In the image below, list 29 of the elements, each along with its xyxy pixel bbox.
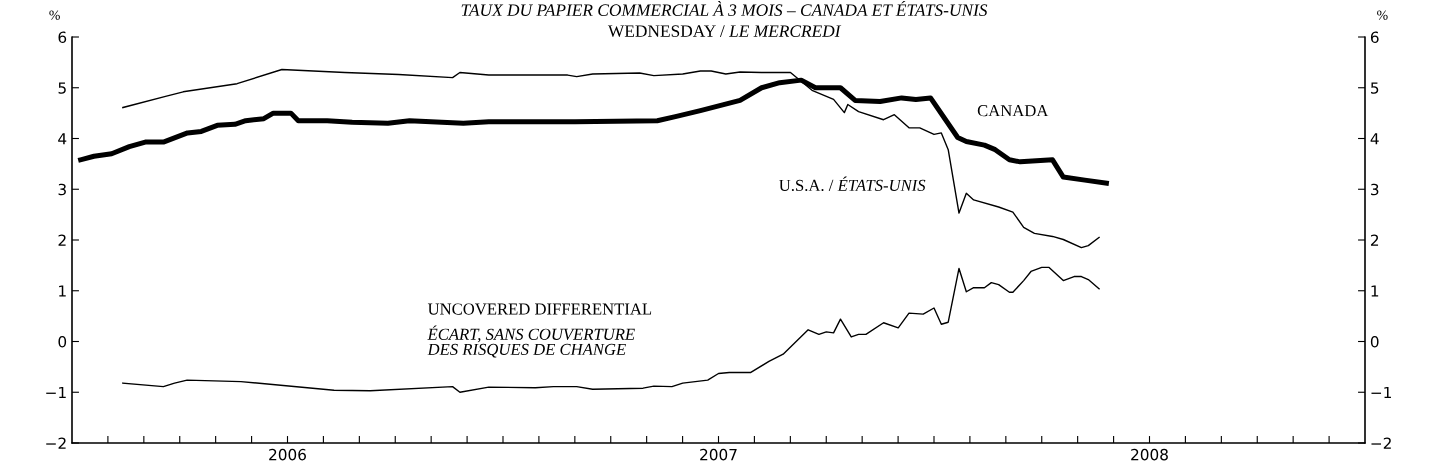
y-tick-label: 6 [58,31,67,44]
y-tick-label: 4 [58,133,67,145]
x-tick-label: 2007 [700,448,737,461]
y2-tick-label: 0 [1370,335,1379,348]
x-tick-label: 2006 [269,448,306,461]
y2-tick-label: 4 [1370,133,1379,145]
y-tick-label: 5 [58,82,66,94]
y2-axis-title: % [1377,10,1388,20]
y-tick-label: 2 [58,234,66,246]
y-tick-label: −2 [46,437,66,449]
y2-tick-label: 3 [1371,183,1379,196]
y2-tick-label: 1 [1371,285,1379,297]
x-tick-label: 2008 [1131,448,1168,461]
y-tick-label: 3 [58,183,66,196]
y2-tick-label: 6 [1370,31,1379,44]
series-label: U.S.A. / ÉTATS-UNIS [779,176,926,192]
y2-tick-label: 5 [1371,82,1379,94]
y2-tick-label: 2 [1370,234,1379,246]
y-tick-label: 1 [59,285,66,297]
chart-subtitle: WEDNESDAY / LE MERCREDI [607,25,842,38]
y-axis-title: % [49,10,60,20]
y2-tick-label: −1 [1371,386,1391,399]
chart-title: TAUX DU PAPIER COMMERCIAL À 3 MOIS – CANADA ET ÉTATS-UNIS [461,0,988,16]
y-tick-label: −1 [46,386,66,399]
y-tick-label: 0 [58,335,67,348]
line-series [122,266,1100,393]
y2-tick-label: −2 [1371,437,1391,449]
series-label: UNCOVERED DIFFERENTIAL ÉCART, SANS COUVERTURE DES RISQUES DE CHANGE [427,303,652,358]
series-label: CANADA [977,105,1049,117]
